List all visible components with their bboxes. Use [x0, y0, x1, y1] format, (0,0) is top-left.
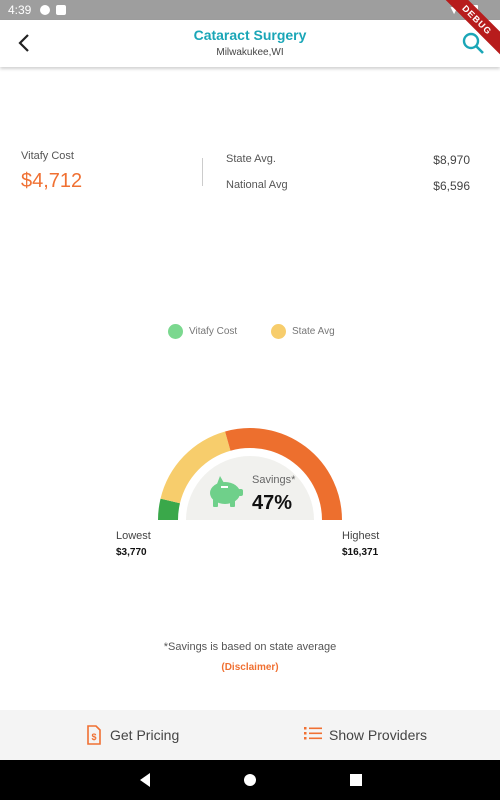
lowest-value: $3,770	[116, 547, 147, 558]
nav-recents-icon[interactable]	[346, 770, 366, 790]
savings-percentage: 47%	[252, 492, 293, 514]
vitafy-cost-value: $4,712	[21, 170, 83, 192]
system-nav-bar	[0, 760, 500, 800]
sd-card-icon	[56, 5, 66, 15]
page-subtitle: Milwakukee,WI	[216, 47, 284, 58]
bottom-action-bar: $ Get Pricing Show Providers	[0, 710, 500, 760]
savings-note: *Savings is based on state average	[163, 641, 337, 653]
get-pricing-label: Get Pricing	[110, 727, 180, 743]
national-avg-value: $6,596	[433, 179, 470, 193]
nav-home-icon[interactable]	[240, 770, 260, 790]
state-avg-value: $8,970	[433, 153, 470, 167]
get-pricing-button[interactable]: $ Get Pricing	[0, 710, 250, 760]
price-document-icon: $	[87, 725, 101, 745]
divider	[202, 158, 203, 186]
lowest-label: Lowest	[116, 530, 151, 542]
highest-label: Highest	[342, 530, 380, 542]
savings-gauge	[158, 428, 342, 521]
list-icon	[304, 727, 322, 740]
page-title: Cataract Surgery	[193, 27, 307, 43]
search-icon	[462, 32, 484, 54]
app-bar: Cataract Surgery Milwakukee,WI	[0, 20, 500, 67]
legend-label-vitafy: Vitafy Cost	[189, 326, 238, 338]
back-arrow-icon	[18, 34, 29, 52]
svg-text:$: $	[91, 732, 96, 742]
national-avg-label: National Avg	[226, 179, 288, 191]
gauge-arc-vitafy	[158, 498, 181, 521]
gauge-legend: Vitafy Cost State Avg	[0, 324, 500, 344]
status-time: 4:39	[8, 3, 32, 17]
legend-label-state: State Avg	[292, 326, 335, 338]
notification-icon	[40, 5, 50, 15]
legend-dot-vitafy	[168, 324, 183, 339]
savings-label: Savings*	[252, 474, 296, 486]
back-button[interactable]	[12, 30, 38, 56]
cost-summary: Vitafy Cost $4,712 State Avg. $8,970 Nat…	[0, 150, 500, 210]
show-providers-label: Show Providers	[329, 727, 428, 743]
piggy-bank-icon	[210, 476, 243, 507]
legend-item-vitafy: Vitafy Cost	[168, 324, 237, 339]
vitafy-cost-label: Vitafy Cost	[21, 150, 74, 162]
highest-value: $16,371	[342, 547, 379, 558]
legend-dot-state	[271, 324, 286, 339]
disclaimer-link[interactable]: (Disclaimer)	[221, 662, 279, 673]
nav-back-icon[interactable]	[136, 770, 156, 790]
legend-item-state: State Avg	[271, 324, 335, 339]
state-avg-label: State Avg.	[226, 153, 276, 165]
wifi-icon: ▼	[448, 3, 460, 17]
gauge-arc-state	[160, 431, 231, 504]
search-button[interactable]	[460, 30, 486, 56]
gauge-arc-remaining	[225, 428, 342, 521]
status-bar: 4:39 ▼	[0, 0, 500, 20]
title-block: Cataract Surgery Milwakukee,WI	[100, 27, 400, 58]
show-providers-button[interactable]: Show Providers	[250, 710, 500, 760]
